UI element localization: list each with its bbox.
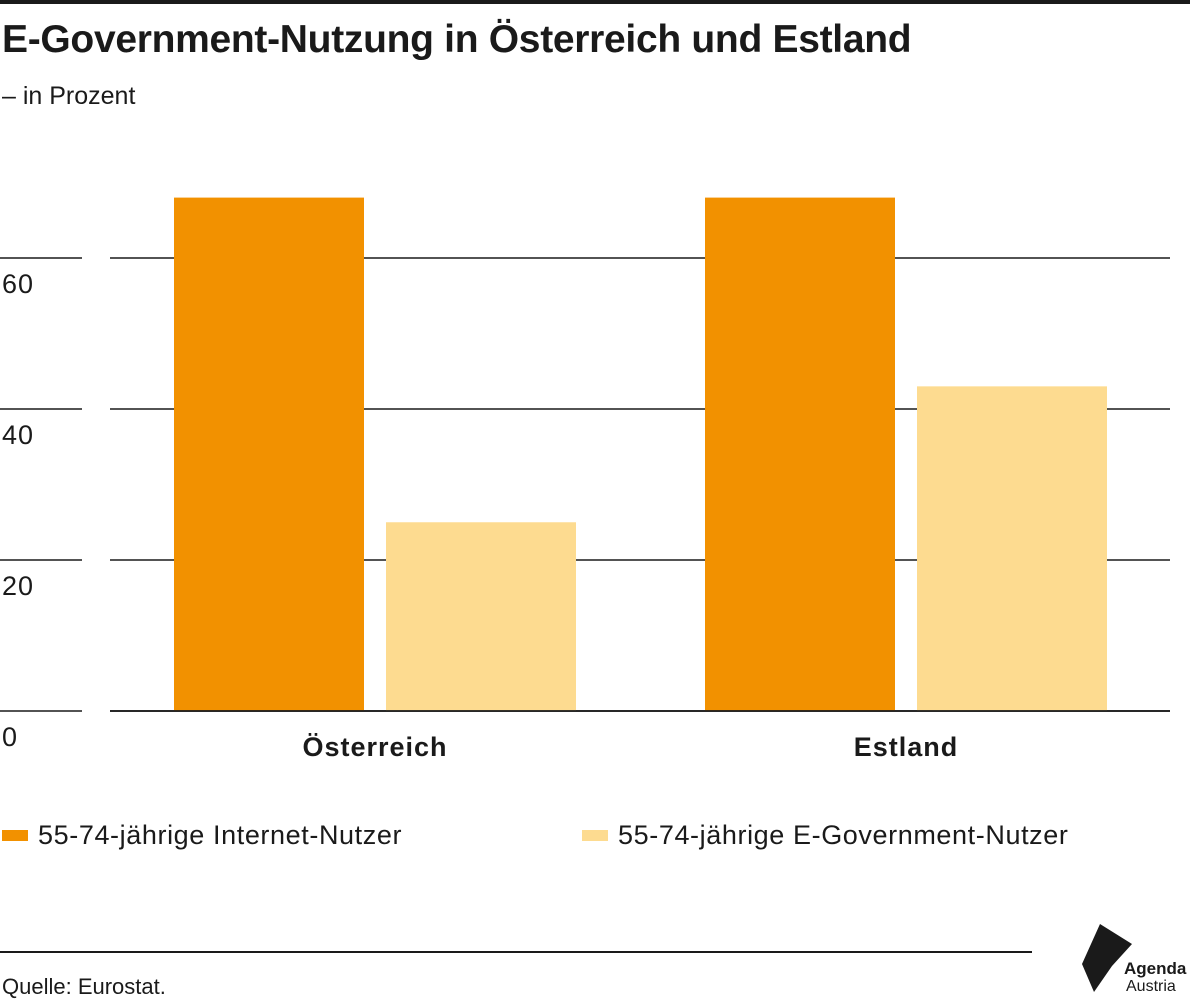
bar-egov-oesterreich	[386, 522, 576, 711]
bar-internet-estland	[705, 197, 895, 712]
chart-subtitle: – in Prozent	[2, 82, 136, 110]
y-tick-label-60: 60	[2, 269, 34, 299]
legend-label-internet-nutzer: 55-74-jährige Internet-Nutzer	[38, 819, 403, 850]
category-labels: Österreich Estland	[302, 732, 959, 762]
logo-text-agenda: Agenda	[1124, 959, 1187, 978]
bar-egov-estland	[917, 386, 1107, 711]
y-tick-label-40: 40	[2, 420, 34, 450]
y-tick-label-0: 0	[2, 722, 18, 752]
footer-rule	[0, 951, 1032, 953]
bar-internet-oesterreich	[174, 197, 364, 712]
source-note: Quelle: Eurostat.	[2, 974, 166, 999]
logo-text-austria: Austria	[1126, 978, 1176, 995]
y-tick-label-20: 20	[2, 571, 34, 601]
legend-swatch-internet-nutzer	[2, 829, 28, 841]
top-rule	[0, 0, 1190, 4]
agenda-austria-logo: Agenda Austria	[1078, 922, 1190, 998]
legend-item-egov-nutzer: 55-74-jährige E-Government-Nutzer	[582, 818, 1068, 852]
category-label-estland: Estland	[854, 732, 959, 762]
legend-label-egov-nutzer: 55-74-jährige E-Government-Nutzer	[618, 819, 1069, 850]
logo-mark-icon	[1082, 924, 1132, 992]
legend-item-internet-nutzer: 55-74-jährige Internet-Nutzer	[2, 818, 402, 852]
bar-chart: 0 20 40 60 Österreich Estland	[0, 197, 1170, 762]
chart-title: E-Government-Nutzung in Österreich und E…	[2, 18, 912, 61]
y-tick-labels: 0 20 40 60	[2, 269, 34, 752]
category-label-oesterreich: Österreich	[302, 732, 447, 762]
bars	[110, 197, 1170, 712]
legend-swatch-egov-nutzer	[582, 829, 608, 841]
